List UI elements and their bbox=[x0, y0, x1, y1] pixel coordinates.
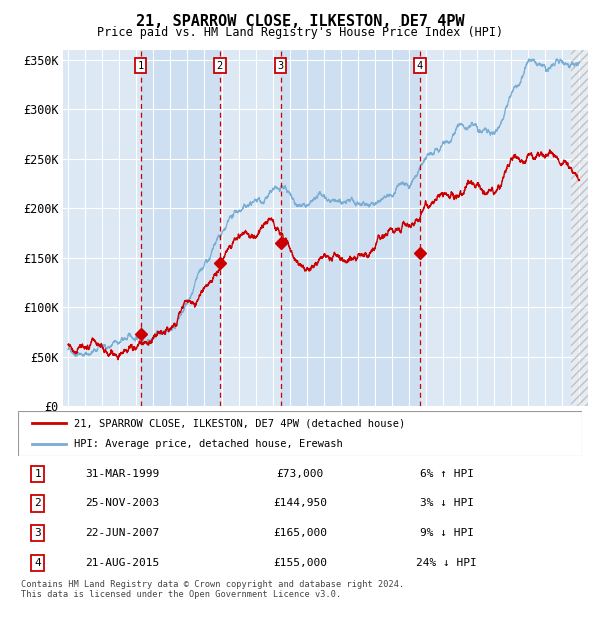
Text: 22-JUN-2007: 22-JUN-2007 bbox=[85, 528, 160, 538]
Bar bbox=[571, 50, 588, 406]
Bar bbox=[571, 50, 588, 406]
Bar bbox=[220, 50, 281, 406]
Bar bbox=[281, 50, 420, 406]
Bar bbox=[420, 50, 571, 406]
Text: 9% ↓ HPI: 9% ↓ HPI bbox=[419, 528, 473, 538]
Text: 31-MAR-1999: 31-MAR-1999 bbox=[85, 469, 160, 479]
Text: £73,000: £73,000 bbox=[277, 469, 323, 479]
FancyBboxPatch shape bbox=[18, 411, 582, 456]
Text: 1: 1 bbox=[137, 61, 143, 71]
Bar bbox=[63, 50, 140, 406]
Text: 4: 4 bbox=[34, 558, 41, 568]
Text: 3: 3 bbox=[278, 61, 284, 71]
Text: 24% ↓ HPI: 24% ↓ HPI bbox=[416, 558, 477, 568]
Text: 25-NOV-2003: 25-NOV-2003 bbox=[85, 498, 160, 508]
Text: 3% ↓ HPI: 3% ↓ HPI bbox=[419, 498, 473, 508]
Text: Contains HM Land Registry data © Crown copyright and database right 2024.
This d: Contains HM Land Registry data © Crown c… bbox=[21, 580, 404, 599]
Text: Price paid vs. HM Land Registry's House Price Index (HPI): Price paid vs. HM Land Registry's House … bbox=[97, 26, 503, 39]
Text: 21-AUG-2015: 21-AUG-2015 bbox=[85, 558, 160, 568]
Bar bbox=[140, 50, 220, 406]
Text: 21, SPARROW CLOSE, ILKESTON, DE7 4PW (detached house): 21, SPARROW CLOSE, ILKESTON, DE7 4PW (de… bbox=[74, 418, 406, 428]
Text: 2: 2 bbox=[34, 498, 41, 508]
Text: 21, SPARROW CLOSE, ILKESTON, DE7 4PW: 21, SPARROW CLOSE, ILKESTON, DE7 4PW bbox=[136, 14, 464, 29]
Text: 1: 1 bbox=[34, 469, 41, 479]
Text: £165,000: £165,000 bbox=[273, 528, 327, 538]
Text: HPI: Average price, detached house, Erewash: HPI: Average price, detached house, Erew… bbox=[74, 438, 343, 449]
Text: £155,000: £155,000 bbox=[273, 558, 327, 568]
Text: 3: 3 bbox=[34, 528, 41, 538]
Text: 2: 2 bbox=[217, 61, 223, 71]
Text: 6% ↑ HPI: 6% ↑ HPI bbox=[419, 469, 473, 479]
Text: £144,950: £144,950 bbox=[273, 498, 327, 508]
Text: 4: 4 bbox=[417, 61, 423, 71]
